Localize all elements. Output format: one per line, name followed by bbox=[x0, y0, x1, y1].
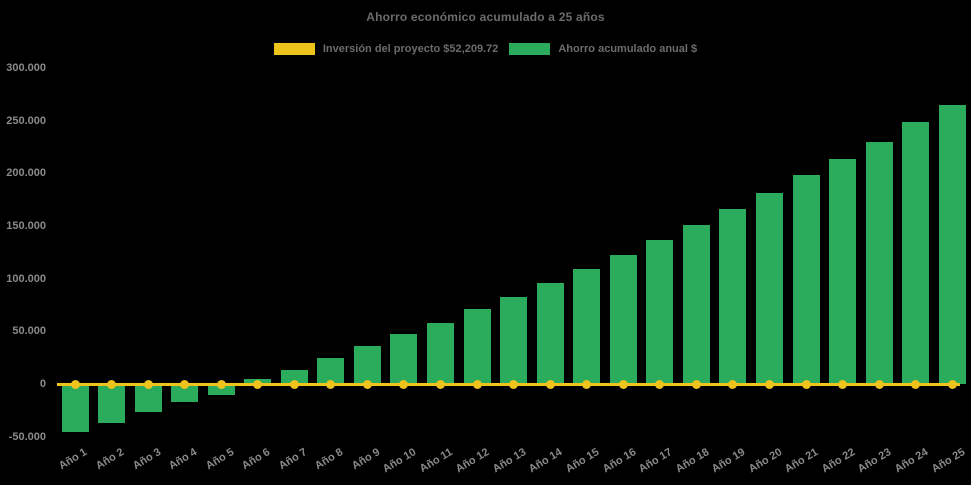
x-tick-label-year-4: Año 4 bbox=[166, 446, 200, 473]
x-tick-label-year-17: Año 17 bbox=[636, 446, 675, 476]
bar-year-3[interactable] bbox=[134, 384, 162, 413]
bar-year-13[interactable] bbox=[500, 297, 528, 385]
savings-swatch-icon bbox=[509, 43, 551, 55]
investment-marker-year-25[interactable] bbox=[947, 380, 957, 389]
x-tick-label-year-1: Año 1 bbox=[57, 446, 90, 473]
x-tick-label-year-11: Año 11 bbox=[418, 446, 456, 476]
y-tick-label: 300.000 bbox=[6, 61, 46, 74]
investment-marker-year-14[interactable] bbox=[545, 380, 555, 389]
y-tick-label: 200.000 bbox=[6, 167, 46, 180]
x-tick-label-year-16: Año 16 bbox=[600, 446, 638, 476]
investment-marker-year-16[interactable] bbox=[618, 380, 628, 389]
x-tick-label-year-3: Año 3 bbox=[130, 446, 163, 473]
bar-year-1[interactable] bbox=[61, 384, 89, 433]
y-tick-label: 150.000 bbox=[6, 219, 46, 232]
bar-year-4[interactable] bbox=[171, 384, 199, 403]
investment-marker-year-24[interactable] bbox=[911, 380, 921, 389]
legend-label-savings: Ahorro acumulado anual $ bbox=[558, 43, 698, 55]
investment-marker-year-21[interactable] bbox=[801, 380, 811, 389]
bar-year-16[interactable] bbox=[609, 254, 637, 385]
x-tick-label-year-18: Año 18 bbox=[673, 446, 712, 476]
investment-marker-year-11[interactable] bbox=[436, 380, 445, 389]
bar-year-5[interactable] bbox=[207, 384, 235, 395]
investment-marker-year-4[interactable] bbox=[180, 380, 190, 389]
y-tick-label: -50.000 bbox=[8, 430, 46, 443]
x-tick-label-year-8: Año 8 bbox=[313, 446, 346, 473]
x-tick-label-year-7: Año 7 bbox=[276, 446, 309, 473]
bar-year-25[interactable] bbox=[938, 105, 966, 385]
x-tick-label-year-2: Año 2 bbox=[93, 446, 127, 473]
investment-swatch-icon bbox=[273, 43, 315, 55]
x-tick-label-year-19: Año 19 bbox=[709, 446, 748, 476]
investment-marker-year-23[interactable] bbox=[874, 380, 884, 389]
bar-year-20[interactable] bbox=[755, 193, 783, 385]
x-tick-label-year-21: Año 21 bbox=[783, 446, 821, 476]
y-tick-label: 0 bbox=[39, 378, 46, 390]
investment-marker-year-13[interactable] bbox=[509, 380, 519, 389]
bar-year-15[interactable] bbox=[573, 268, 601, 385]
bar-year-23[interactable] bbox=[865, 142, 893, 385]
bar-year-11[interactable] bbox=[427, 322, 454, 385]
x-tick-label-year-25: Año 25 bbox=[929, 446, 967, 476]
investment-marker-year-6[interactable] bbox=[253, 380, 263, 389]
y-tick-label: 100.000 bbox=[6, 272, 46, 285]
x-tick-label-year-13: Año 13 bbox=[490, 446, 529, 476]
investment-marker-year-12[interactable] bbox=[472, 380, 482, 389]
bar-year-22[interactable] bbox=[829, 158, 857, 385]
x-tick-label-year-9: Año 9 bbox=[349, 446, 383, 473]
investment-marker-year-10[interactable] bbox=[399, 380, 409, 389]
x-tick-label-year-5: Año 5 bbox=[203, 446, 236, 473]
investment-marker-year-17[interactable] bbox=[655, 380, 665, 389]
x-tick-label-year-23: Año 23 bbox=[856, 446, 894, 476]
x-tick-label-year-10: Año 10 bbox=[380, 446, 419, 476]
bar-year-10[interactable] bbox=[390, 333, 418, 385]
x-tick-label-year-20: Año 20 bbox=[746, 446, 785, 476]
investment-line bbox=[57, 383, 960, 386]
x-tick-label-year-24: Año 24 bbox=[892, 446, 931, 476]
y-tick-label: 50.000 bbox=[12, 325, 46, 338]
investment-marker-year-5[interactable] bbox=[216, 380, 226, 389]
bar-year-9[interactable] bbox=[353, 346, 381, 385]
investment-marker-year-9[interactable] bbox=[362, 380, 372, 389]
bar-year-2[interactable] bbox=[98, 384, 126, 423]
investment-marker-year-2[interactable] bbox=[107, 380, 117, 389]
bar-year-7[interactable] bbox=[280, 369, 308, 385]
investment-marker-year-7[interactable] bbox=[289, 380, 299, 389]
legend-item-savings[interactable]: Ahorro acumulado anual $ bbox=[509, 43, 697, 55]
investment-marker-year-1[interactable] bbox=[70, 380, 80, 389]
legend-label-investment: Inversión del proyecto $52,209.72 bbox=[322, 43, 499, 55]
investment-marker-year-20[interactable] bbox=[764, 380, 774, 389]
bar-year-21[interactable] bbox=[792, 174, 820, 385]
bar-year-14[interactable] bbox=[536, 282, 564, 385]
investment-marker-year-18[interactable] bbox=[691, 380, 701, 389]
investment-marker-year-19[interactable] bbox=[728, 380, 738, 389]
investment-marker-year-22[interactable] bbox=[838, 380, 848, 389]
chart-title: Ahorro económico acumulado a 25 años bbox=[366, 10, 605, 24]
investment-marker-year-15[interactable] bbox=[582, 380, 592, 389]
x-tick-label-year-6: Año 6 bbox=[240, 446, 273, 473]
bar-year-19[interactable] bbox=[719, 209, 747, 385]
bar-year-24[interactable] bbox=[902, 122, 930, 385]
chart-legend: Inversión del proyecto $52,209.72 Ahorro… bbox=[0, 43, 971, 55]
investment-marker-year-8[interactable] bbox=[326, 380, 336, 389]
investment-marker-year-3[interactable] bbox=[143, 380, 153, 389]
bar-year-17[interactable] bbox=[646, 240, 674, 385]
x-tick-label-year-14: Año 14 bbox=[527, 446, 565, 476]
y-tick-label: 250.000 bbox=[6, 114, 46, 127]
x-tick-label-year-22: Año 22 bbox=[819, 446, 858, 476]
x-tick-label-year-12: Año 12 bbox=[454, 446, 492, 476]
x-tick-label-year-15: Año 15 bbox=[563, 446, 602, 476]
bar-year-18[interactable] bbox=[682, 225, 710, 385]
legend-item-investment[interactable]: Inversión del proyecto $52,209.72 bbox=[273, 43, 499, 55]
bar-year-12[interactable] bbox=[463, 309, 491, 385]
